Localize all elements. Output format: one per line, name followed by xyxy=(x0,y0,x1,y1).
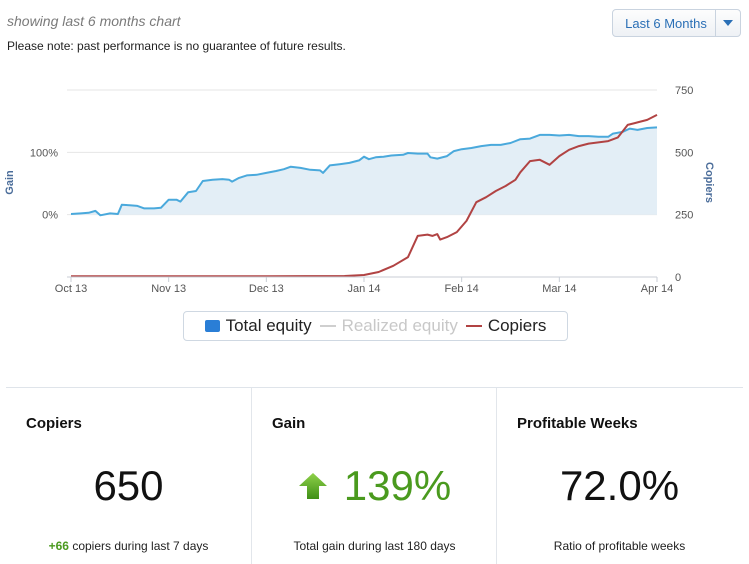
x-tick-label: Oct 13 xyxy=(55,283,87,295)
stat-footnote: Total gain during last 180 days xyxy=(293,539,456,553)
right-tick-label: 750 xyxy=(675,85,693,97)
left-tick-label: 100% xyxy=(30,147,58,159)
equity-copiers-chart: Oct 13 Nov 13 Dec 13 Jan 14 Feb 14 Mar 14 Apr … xyxy=(4,85,715,295)
chart-header-title: showing last 6 months chart xyxy=(7,13,181,29)
range-select-dropdown[interactable]: Last 6 Months xyxy=(612,9,741,37)
right-axis-title: Copiers xyxy=(703,162,715,203)
x-tick-label: Apr 14 xyxy=(641,283,673,295)
right-tick-label: 0 xyxy=(675,272,681,284)
right-tick-label: 500 xyxy=(675,147,693,159)
legend-swatch-copiers xyxy=(465,325,482,327)
left-tick-label: 0% xyxy=(42,210,58,222)
x-tick-label: Jan 14 xyxy=(347,283,380,295)
range-select-label: Last 6 Months xyxy=(625,15,707,31)
stats-divider xyxy=(6,387,743,388)
line-layer xyxy=(70,114,658,278)
stat-panel-gain: Gain 139% Total gain during last 180 day… xyxy=(251,388,497,564)
series-area-0 xyxy=(71,127,657,216)
left-axis-title: Gain xyxy=(4,170,16,195)
x-tick-label: Mar 14 xyxy=(542,283,576,295)
legend-label-realized-equity: Realized equity xyxy=(341,316,458,335)
series-line-2 xyxy=(71,114,658,278)
stat-footnote: +66 copiers during last 7 days xyxy=(6,539,251,553)
stat-title: Copiers xyxy=(26,415,82,432)
stat-title: Profitable Weeks xyxy=(517,415,638,432)
stat-value: 650 xyxy=(93,462,164,509)
stat-title: Gain xyxy=(272,415,306,432)
stat-delta: +66 xyxy=(48,539,69,553)
stat-value: 72.0% xyxy=(559,462,680,509)
stat-panel-copiers: Copiers 650 +66 copiers during last 7 da… xyxy=(6,388,251,564)
legend-item-total-equity[interactable]: Total equity xyxy=(204,316,312,336)
area-layer xyxy=(71,127,657,216)
right-tick-label: 250 xyxy=(675,210,693,222)
stat-foot-text: copiers during last 7 days xyxy=(72,539,209,553)
disclaimer-note: Please note: past performance is no guar… xyxy=(7,39,346,53)
series-line-0 xyxy=(70,126,658,217)
legend-swatch-total-equity xyxy=(204,320,220,332)
chart-legend: Total equity Realized equity Copiers xyxy=(183,311,568,341)
stat-footnote: Ratio of profitable weeks xyxy=(553,539,686,553)
stat-value: 139% xyxy=(343,462,452,509)
legend-label-copiers: Copiers xyxy=(487,316,547,335)
chevron-down-icon[interactable] xyxy=(715,10,740,36)
x-tick-label: Nov 13 xyxy=(151,283,186,295)
x-tick-label: Dec 13 xyxy=(249,283,284,295)
arrow-up-icon xyxy=(298,473,327,499)
legend-swatch-realized-equity xyxy=(319,325,336,327)
legend-item-copiers[interactable]: Copiers xyxy=(465,316,547,336)
chart-axes: Oct 13 Nov 13 Dec 13 Jan 14 Feb 14 Mar 14 Apr … xyxy=(4,85,715,295)
legend-label-total-equity: Total equity xyxy=(225,316,312,335)
x-tick-label: Feb 14 xyxy=(445,283,479,295)
stat-panel-profitable-weeks: Profitable Weeks 72.0% Ratio of profitab… xyxy=(496,388,742,564)
legend-item-realized-equity[interactable]: Realized equity xyxy=(319,316,458,336)
